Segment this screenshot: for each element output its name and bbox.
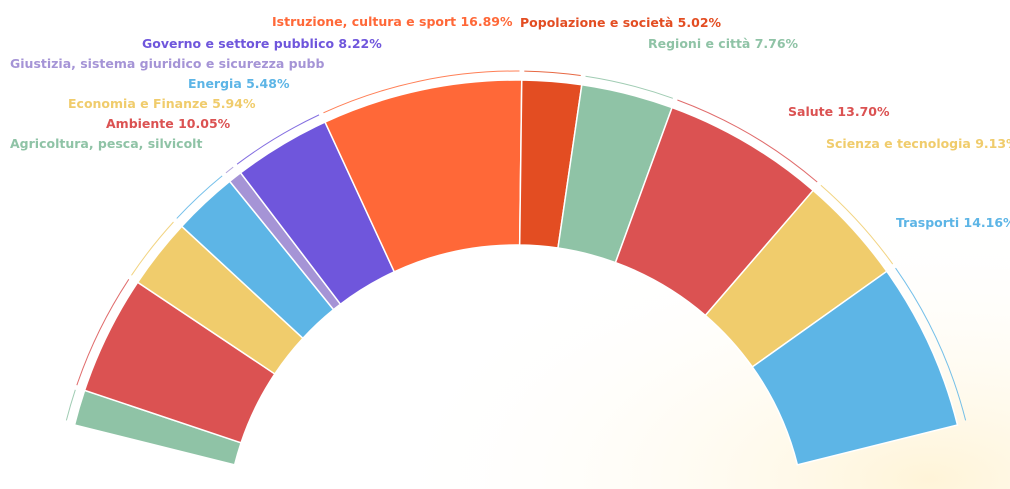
leader-lines-group [65, 70, 967, 421]
label-istruzione-cultura-e-sport-16-89: Istruzione, cultura e sport 16.89% [272, 14, 513, 29]
leader-salute-13-70 [677, 99, 818, 183]
leader-scienza-e-tecnologia-9-13 [820, 184, 894, 265]
leader-popolazione-e-societa-5-02 [524, 70, 581, 77]
leader-trasporti-14-16 [895, 267, 967, 421]
leader-regioni-e-citta-7-76 [585, 75, 673, 99]
label-governo-e-settore-pubblico-8-22: Governo e settore pubblico 8.22% [142, 36, 382, 51]
label-popolazione-e-societa-5-02: Popolazione e società 5.02% [520, 15, 722, 30]
slice-trasporti-14-16[interactable] [751, 270, 959, 466]
label-regioni-e-citta-7-76: Regioni e città 7.76% [648, 36, 799, 51]
leader-ambiente-10-05 [76, 279, 130, 386]
leader-governo-e-settore-pubblico-8-22 [236, 114, 320, 165]
label-energia-5-48: Energia 5.48% [188, 76, 290, 91]
label-trasporti-14-16: Trasporti 14.16% [896, 215, 1010, 230]
leader-istruzione-cultura-e-sport-16-89 [323, 70, 520, 114]
label-salute-13-70: Salute 13.70% [788, 104, 890, 119]
leader-agricoltura-pesca-silvicolt [65, 389, 76, 421]
leader-economia-e-finanze-5-94 [131, 221, 174, 276]
slices-group [73, 79, 959, 466]
labels-group: Agricoltura, pesca, silvicolt Ambiente 10… [10, 14, 1010, 230]
label-ambiente-10-05: Ambiente 10.05% [106, 116, 231, 131]
leader-energia-5-48 [176, 175, 223, 219]
leader-giustizia-sistema-giuridico-e-sicurezza-pubb [225, 166, 234, 174]
label-agricoltura-pesca-silvicolt: Agricoltura, pesca, silvicolt [10, 136, 202, 151]
label-giustizia-sistema-giuridico-e-sicurezza-pubb: Giustizia, sistema giuridico e sicurezza… [10, 56, 324, 71]
label-scienza-e-tecnologia-9-13: Scienza e tecnologia 9.13% [826, 136, 1010, 151]
label-economia-e-finanze-5-94: Economia e Finanze 5.94% [68, 96, 256, 111]
